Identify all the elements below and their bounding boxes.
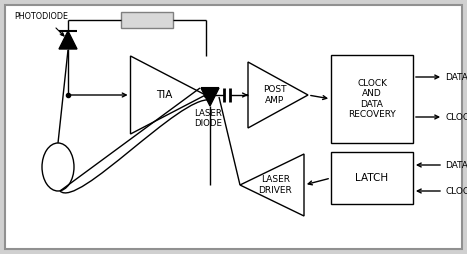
- Text: CLOCK
AND
DATA
RECOVERY: CLOCK AND DATA RECOVERY: [348, 79, 396, 119]
- Text: PHOTODIODE: PHOTODIODE: [14, 12, 68, 21]
- Text: LASER
DIODE: LASER DIODE: [194, 109, 222, 129]
- Text: CLOCK: CLOCK: [445, 186, 467, 196]
- Text: LASER
DRIVER: LASER DRIVER: [258, 175, 292, 195]
- Text: DATA: DATA: [445, 161, 467, 169]
- Bar: [331, 55, 413, 143]
- Text: TIA: TIA: [156, 90, 172, 100]
- Polygon shape: [59, 31, 77, 49]
- Text: LATCH: LATCH: [355, 173, 389, 183]
- Text: CLOCK: CLOCK: [445, 113, 467, 121]
- Text: POST
AMP: POST AMP: [263, 85, 287, 105]
- Bar: [331, 152, 413, 204]
- Text: DATA: DATA: [445, 72, 467, 82]
- Polygon shape: [201, 88, 219, 106]
- Bar: [121, 12, 173, 28]
